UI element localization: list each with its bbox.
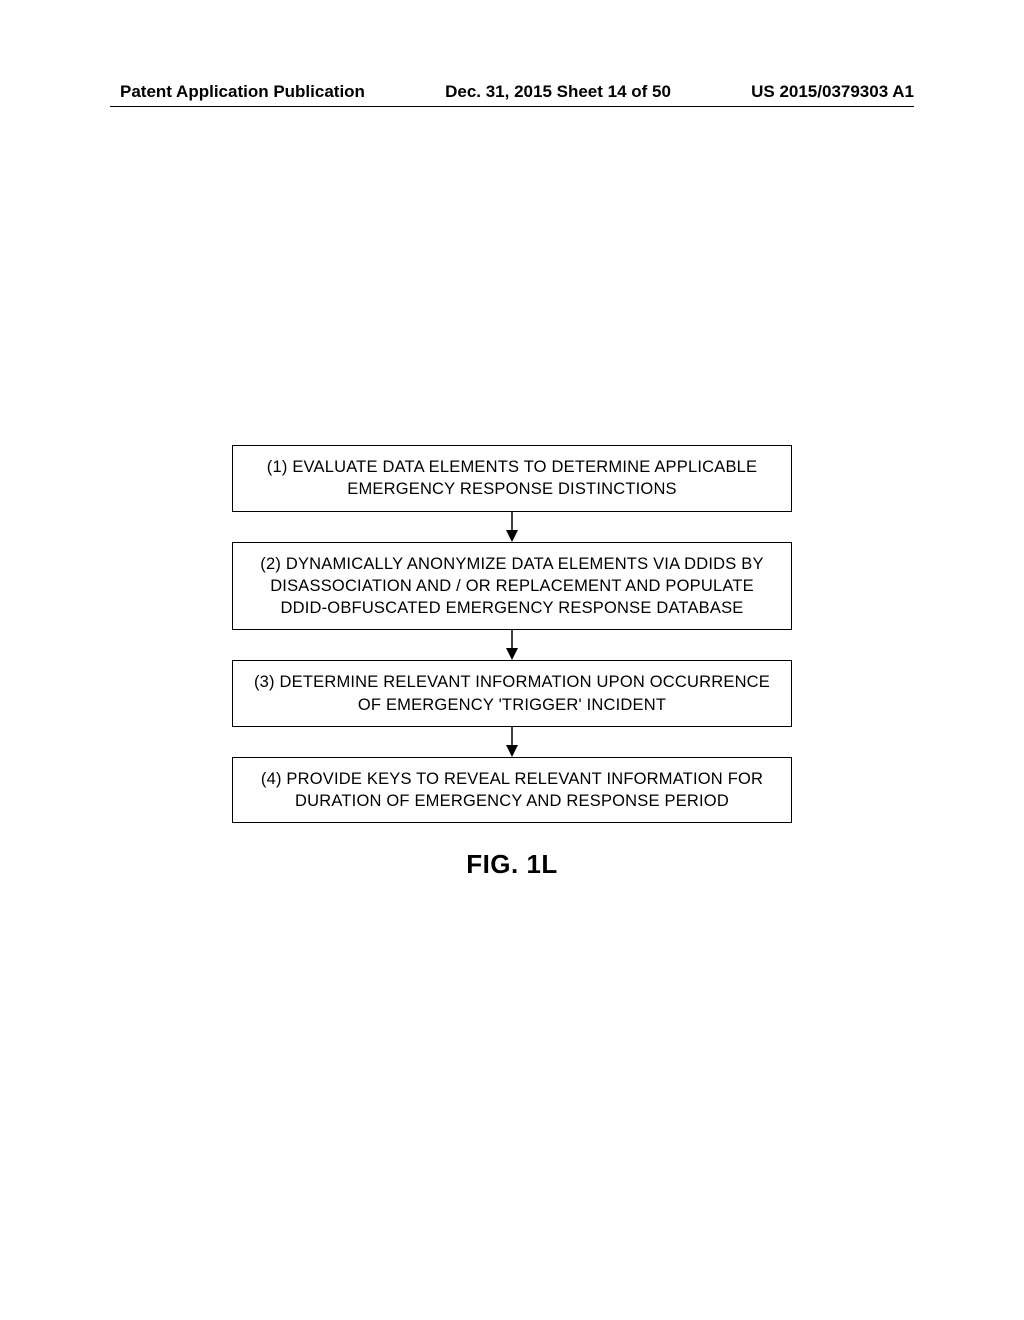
arrow-3-4 [502, 727, 522, 757]
flowchart-step-2: (2) DYNAMICALLY ANONYMIZE DATA ELEMENTS … [232, 542, 792, 631]
page-container: Patent Application Publication Dec. 31, … [0, 0, 1024, 1320]
arrow-2-3 [502, 630, 522, 660]
arrow-1-2 [502, 512, 522, 542]
header-left: Patent Application Publication [120, 82, 365, 102]
page-header: Patent Application Publication Dec. 31, … [120, 82, 914, 102]
flowchart-step-1: (1) EVALUATE DATA ELEMENTS TO DETERMINE … [232, 445, 792, 512]
flowchart-step-3: (3) DETERMINE RELEVANT INFORMATION UPON … [232, 660, 792, 727]
header-center: Dec. 31, 2015 Sheet 14 of 50 [365, 82, 751, 102]
figure-label: FIG. 1L [466, 849, 558, 880]
header-right: US 2015/0379303 A1 [751, 82, 914, 102]
arrow-down-icon [502, 727, 522, 757]
arrow-down-icon [502, 630, 522, 660]
arrow-down-icon [502, 512, 522, 542]
header-rule [110, 106, 914, 107]
flowchart: (1) EVALUATE DATA ELEMENTS TO DETERMINE … [232, 445, 792, 880]
flowchart-step-4: (4) PROVIDE KEYS TO REVEAL RELEVANT INFO… [232, 757, 792, 824]
